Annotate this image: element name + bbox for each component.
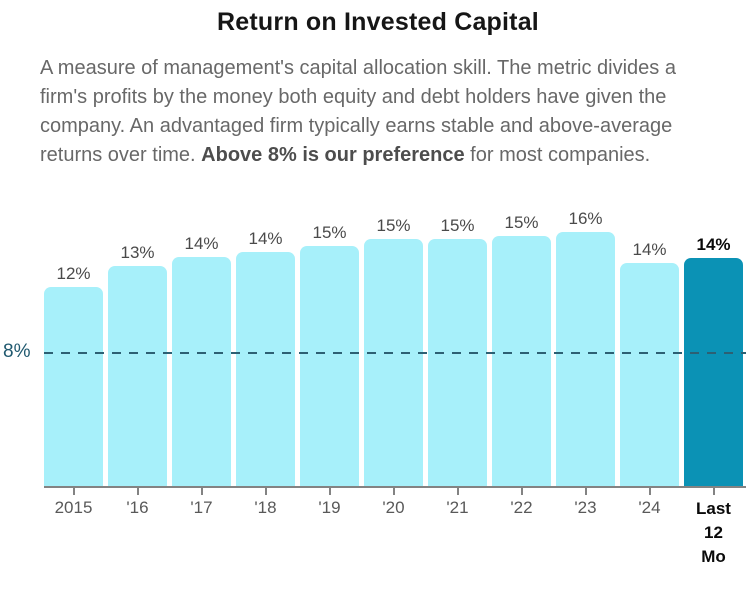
axis-tick xyxy=(520,488,523,495)
x-axis-label: '19 xyxy=(318,498,341,517)
metric-description: A measure of management's capital alloca… xyxy=(40,54,688,170)
axis-tick xyxy=(456,488,459,495)
bar-column: 16% xyxy=(556,209,615,486)
highlight-bar-column: 14% xyxy=(684,235,743,486)
axis-tick xyxy=(200,488,203,495)
bar-value-label: 15% xyxy=(376,216,411,235)
bar-value-label: 14% xyxy=(632,240,667,259)
x-axis-label: 2015 xyxy=(54,498,93,517)
highlight-bar-value-label: 14% xyxy=(696,235,731,254)
bar-column: 15% xyxy=(364,216,423,486)
description-text: A measure of management's capital alloca… xyxy=(40,57,676,166)
x-axis-label: '23 xyxy=(574,498,597,517)
bar-value-label: 15% xyxy=(504,213,539,232)
x-axis-label: Last 12 Mo xyxy=(696,499,731,566)
x-axis-label: '18 xyxy=(254,498,277,517)
bar xyxy=(492,236,551,486)
x-axis-label: '16 xyxy=(126,498,149,517)
x-axis-label: '17 xyxy=(190,498,213,517)
bar-column: 15% xyxy=(428,216,487,486)
x-axis-label: '24 xyxy=(638,498,661,517)
page-title: Return on Invested Capital xyxy=(217,8,539,36)
axis-tick xyxy=(328,488,331,495)
axis-tick xyxy=(72,488,75,495)
tick-cell xyxy=(364,488,423,495)
bar-column: 12% xyxy=(44,264,103,486)
x-axis-labels: 2015 '16 '17 '18 '19 '20 '21 '22 '23 '24 Last 12 M… xyxy=(44,497,746,569)
bar-value-label: 13% xyxy=(120,243,155,262)
bar-value-label: 14% xyxy=(248,229,283,248)
bar xyxy=(108,266,167,486)
bar-value-label: 15% xyxy=(312,223,347,242)
highlight-bar xyxy=(684,258,743,486)
axis-tick xyxy=(648,488,651,495)
tick-cell xyxy=(108,488,167,495)
axis-tick xyxy=(392,488,395,495)
tick-cell xyxy=(620,488,679,495)
tick-cell xyxy=(236,488,295,495)
x-axis-label: '22 xyxy=(510,498,533,517)
axis-tick xyxy=(264,488,267,495)
bar-column: 14% xyxy=(172,234,231,486)
bar xyxy=(364,239,423,486)
bar-column: 13% xyxy=(108,243,167,486)
bar xyxy=(300,246,359,486)
axis-tick xyxy=(712,488,715,495)
bar xyxy=(44,287,103,486)
bar-value-label: 15% xyxy=(440,216,475,235)
tick-cell xyxy=(556,488,615,495)
tick-cell xyxy=(172,488,231,495)
x-axis-line xyxy=(44,486,746,488)
bar xyxy=(428,239,487,486)
description-bold-text: Above 8% is our preference xyxy=(201,144,465,166)
bar-value-label: 14% xyxy=(184,234,219,253)
bar xyxy=(172,257,231,486)
bar-column: 14% xyxy=(236,229,295,486)
tick-cell xyxy=(44,488,103,495)
axis-tick xyxy=(584,488,587,495)
tick-cell xyxy=(428,488,487,495)
description-text-tail: for most companies. xyxy=(464,144,651,166)
bar-column: 14% xyxy=(620,240,679,486)
tick-cell xyxy=(684,488,743,495)
bar xyxy=(556,232,615,486)
bar xyxy=(236,252,295,486)
tick-cell xyxy=(300,488,359,495)
roic-bar-chart: 8% 12% 13% 14% 14% 15% 15% 15% 15% 16% 14% 14% 201… xyxy=(0,206,756,569)
reference-line-label: 8% xyxy=(3,341,31,362)
axis-tick xyxy=(136,488,139,495)
bar-value-label: 12% xyxy=(56,264,91,283)
x-axis-ticks xyxy=(44,488,746,495)
tick-cell xyxy=(492,488,551,495)
x-axis-label: '21 xyxy=(446,498,469,517)
plot-area: 12% 13% 14% 14% 15% 15% 15% 15% 16% 14% 14% xyxy=(44,206,746,486)
x-axis-label: '20 xyxy=(382,498,405,517)
bar xyxy=(620,263,679,486)
bar-column: 15% xyxy=(300,223,359,486)
bar-column: 15% xyxy=(492,213,551,486)
bar-value-label: 16% xyxy=(568,209,603,228)
